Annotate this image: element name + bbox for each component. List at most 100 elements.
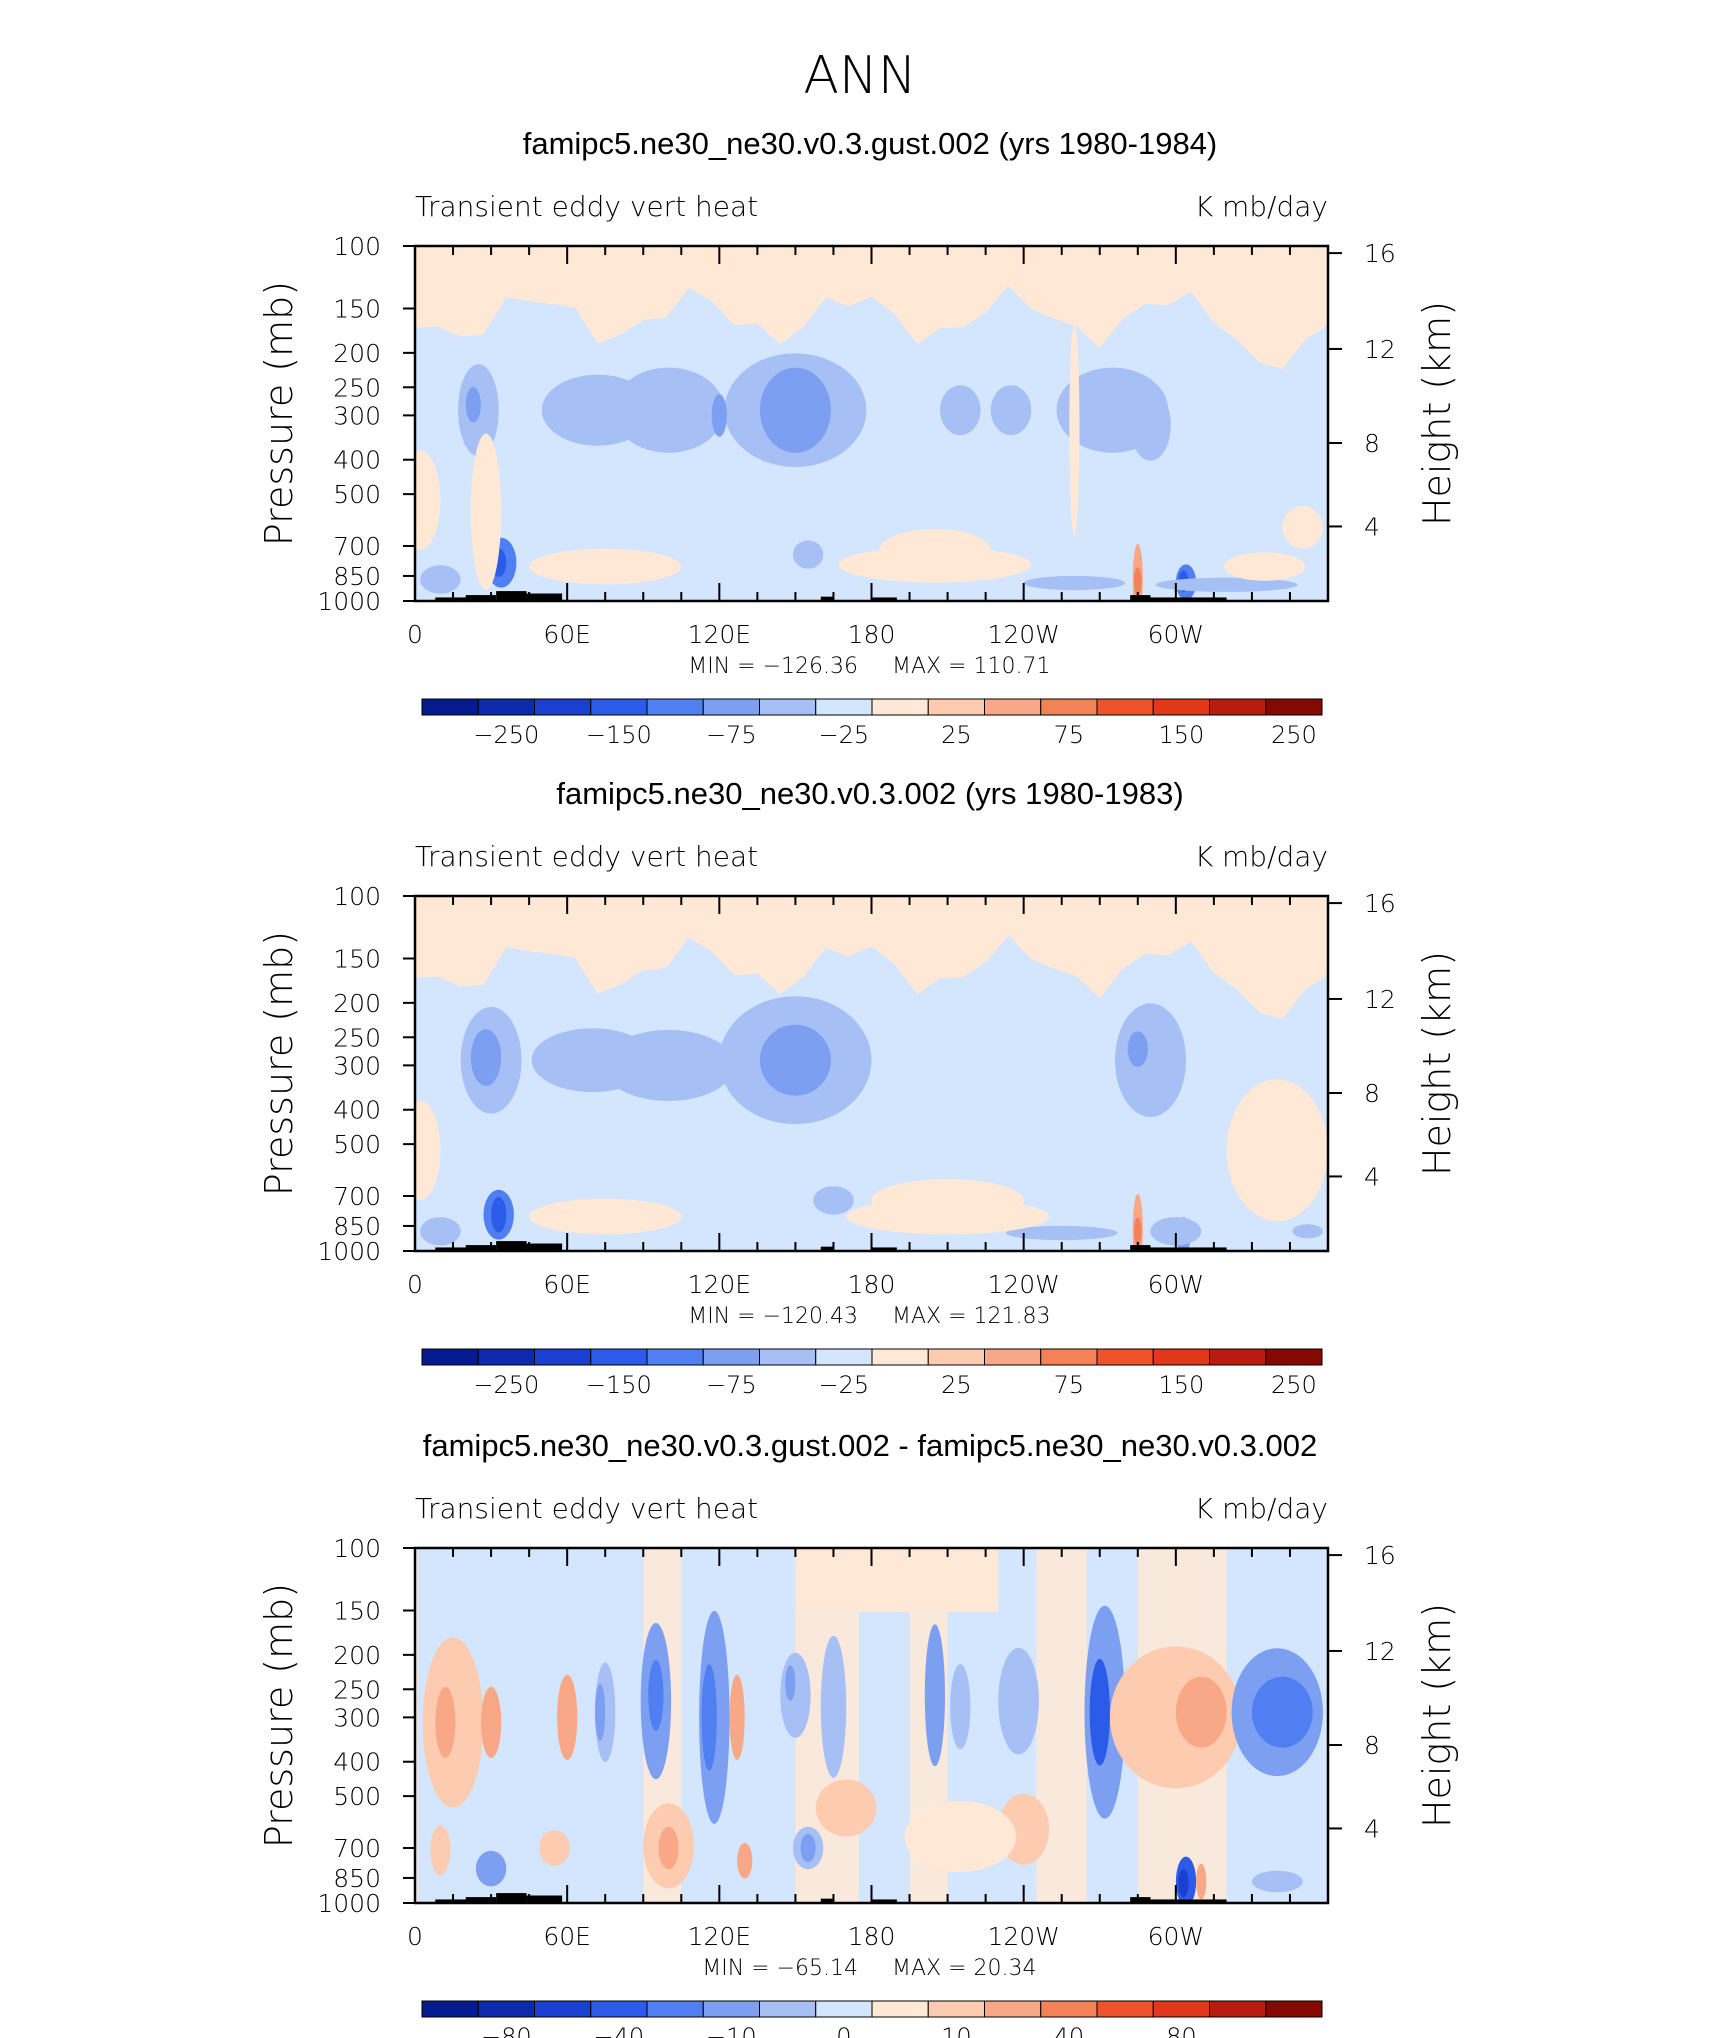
colorbar-swatch [534, 1348, 592, 1366]
terrain [435, 597, 492, 601]
colorbar-swatch [1040, 1348, 1098, 1366]
colorbar-label: 80 [1166, 2023, 1197, 2038]
terrain [496, 1241, 527, 1251]
colorbar-swatch [590, 698, 648, 716]
x-tick-label: 180 [848, 1922, 896, 1951]
contour-blob [539, 1830, 570, 1866]
colorbar-swatch [927, 698, 985, 716]
y-axis-label-right: Height (km) [1415, 951, 1459, 1176]
height-tick-label: 8 [1364, 429, 1380, 458]
terrain [496, 1893, 527, 1903]
colorbar-label: 150 [1158, 1371, 1204, 1399]
colorbar-swatch [927, 1348, 985, 1366]
terrain [871, 1247, 897, 1251]
contour-blob [998, 1647, 1039, 1755]
contour-blob [1251, 1870, 1303, 1893]
y-tick-label: 200 [333, 1641, 381, 1670]
colorbar-swatch [702, 2000, 760, 2018]
contour-blob [1155, 577, 1298, 592]
colorbar-swatch [815, 2000, 873, 2018]
max-label: MAX = 121.83 [892, 1304, 1051, 1329]
height-tick-label: 12 [1364, 335, 1396, 364]
y-tick-label: 300 [333, 1051, 381, 1080]
colorbar-swatch [984, 698, 1042, 716]
terrain [1130, 1245, 1151, 1251]
contour-blob [430, 1825, 451, 1876]
contour-blob [470, 1029, 502, 1086]
height-tick-label: 4 [1364, 1814, 1380, 1843]
chart-panel-3: famipc5.ne30_ne30.v0.3.gust.002 - famipc… [257, 1428, 1459, 2038]
y-axis-label: Pressure (mb) [257, 281, 301, 546]
colorbar-label: 250 [1271, 1371, 1317, 1399]
terrain [1130, 595, 1151, 601]
y-tick-label: 100 [333, 232, 381, 261]
colorbar-swatch [759, 1348, 817, 1366]
contour-blob [820, 1635, 847, 1778]
colorbar-label: −40 [594, 2023, 645, 2038]
colorbar-swatch [1209, 1348, 1267, 1366]
colorbar-label: 75 [1054, 721, 1085, 749]
y-tick-label: 700 [333, 532, 381, 561]
colorbar-label: −80 [481, 2023, 532, 2038]
contour-blob [729, 1674, 745, 1760]
colorbar-swatch [984, 1348, 1042, 1366]
x-tick-label: 0 [407, 620, 423, 649]
x-tick-label: 60W [1148, 1270, 1205, 1299]
y-tick-label: 250 [333, 1023, 381, 1052]
colorbar-swatch [1096, 1348, 1154, 1366]
contour-blob [846, 1198, 1049, 1235]
terrain [526, 593, 563, 601]
contour-blob [1005, 1225, 1118, 1241]
y-tick-label: 400 [333, 446, 381, 475]
min-label: MIN = −126.36 [688, 654, 858, 679]
y-tick-label: 400 [333, 1748, 381, 1777]
left-label: Transient eddy vert heat [415, 840, 758, 873]
contour-blob [1089, 1658, 1110, 1766]
colorbar-label: −250 [473, 721, 539, 749]
contour-blob [838, 546, 1032, 583]
colorbar-label: −25 [819, 721, 870, 749]
colorbar-swatch [534, 698, 592, 716]
y-tick-label: 400 [333, 1096, 381, 1125]
colorbar-swatch [534, 2000, 592, 2018]
y-tick-label: 200 [333, 339, 381, 368]
y-tick-label: 150 [333, 1597, 381, 1626]
left-label: Transient eddy vert heat [415, 1492, 758, 1525]
colorbar-swatch [759, 2000, 817, 2018]
y-axis-label-right: Height (km) [1415, 301, 1459, 526]
colorbar-swatch [646, 698, 704, 716]
colorbar-label: −250 [473, 1371, 539, 1399]
colorbar-label: 40 [1054, 2023, 1085, 2038]
positive-stripe [415, 1548, 418, 1903]
y-axis-label: Pressure (mb) [257, 931, 301, 1196]
contour-blob [813, 1186, 854, 1215]
y-axis-label: Pressure (mb) [257, 1583, 301, 1848]
contour-blob [1292, 1224, 1323, 1239]
upper-positive-band [415, 896, 1328, 1019]
colorbar-swatch [702, 698, 760, 716]
x-tick-label: 120E [688, 620, 752, 649]
contour-field [415, 1548, 1328, 1903]
x-tick-label: 60E [543, 620, 591, 649]
contour-blob [541, 374, 654, 446]
colorbar-swatch [590, 1348, 648, 1366]
colorbar-swatch [477, 2000, 535, 2018]
terrain [526, 1243, 563, 1251]
y-tick-label: 150 [333, 945, 381, 974]
colorbar-swatch [1096, 698, 1154, 716]
y-tick-label: 700 [333, 1834, 381, 1863]
contour-blob [420, 565, 461, 594]
colorbar-swatch [646, 2000, 704, 2018]
terrain [465, 1897, 497, 1903]
colorbar-label: −25 [819, 1371, 870, 1399]
colorbar-label: 150 [1158, 721, 1204, 749]
height-tick-label: 16 [1364, 1541, 1396, 1570]
contour-blob [1023, 575, 1126, 591]
contour-blob [1115, 1003, 1186, 1117]
colorbar-swatch [421, 2000, 479, 2018]
contour-blob [529, 1198, 682, 1235]
terrain [1130, 1897, 1151, 1903]
x-tick-label: 0 [407, 1270, 423, 1299]
min-label: MIN = −120.43 [688, 1304, 858, 1329]
contour-blob [1224, 552, 1306, 581]
